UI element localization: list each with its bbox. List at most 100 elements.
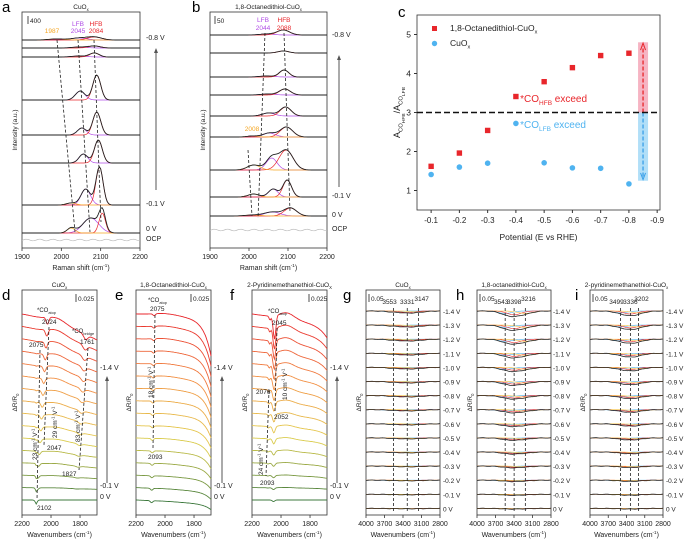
data-point-square (484, 127, 491, 134)
spectrum-trace (590, 380, 664, 386)
scale-bar-label: 0.05 (482, 296, 495, 303)
spectrum-fit (210, 88, 327, 96)
guide-dashed-line (257, 32, 266, 219)
peak-label-3147: 3147 (414, 296, 429, 303)
annotation-23-slope: 23 cm-1 V-1 (30, 428, 39, 460)
x-tick-label: -0.6 (566, 216, 580, 225)
peak-label-3336: 3336 (623, 299, 638, 306)
spectrum-fit (22, 206, 140, 234)
potential-label: -0.1 V (553, 492, 571, 499)
spectrum-trace (366, 324, 440, 328)
spectrum-trace (21, 350, 98, 373)
legend-marker-square (432, 26, 437, 31)
x-tick-label: 2000 (273, 521, 289, 528)
panel-title: 1,8-Octanedithiol-CuOx (235, 4, 303, 12)
plot-frame (209, 11, 328, 249)
panel-letter: g (343, 287, 351, 304)
hfb-arrow-head (640, 41, 647, 51)
potential-label: -0.2 V (666, 478, 684, 485)
spectrum-trace (251, 349, 328, 371)
spectrum-trace (21, 437, 98, 448)
annotation-2045: 2045 (272, 320, 287, 327)
y-tick-label: 4 (406, 69, 411, 79)
guide-dashed-line (274, 327, 278, 413)
potential-label: -1.1 V (443, 351, 461, 358)
guide-dashed-line (78, 347, 89, 471)
annotation-18-slope: 18 cm-1 V-1 (146, 366, 155, 398)
annotation-co-atop: *COatop (37, 308, 56, 315)
spectrum-trace (136, 462, 212, 480)
panel-letter: a (2, 0, 11, 16)
annotation-2024: 2024 (42, 319, 57, 326)
potential-label: -0.9 V (443, 380, 461, 387)
spectrum-trace (590, 338, 664, 344)
panel-letter: c (398, 4, 406, 21)
potential-label: -0.1 V (443, 492, 461, 499)
plot-frame (21, 289, 98, 516)
potential-label: -0.1 V (146, 201, 165, 208)
x-tick-label: 2800 (432, 521, 448, 528)
potential-label: 0 V (146, 226, 157, 233)
data-point-circle (513, 120, 519, 127)
fit-component (22, 139, 140, 164)
potential-label: 0 V (214, 494, 225, 501)
spectrum-trace (135, 387, 212, 418)
fit-component (210, 179, 327, 198)
guide-dashed-line (283, 32, 291, 213)
ocp-spectrum (209, 228, 328, 232)
spectrum-trace (21, 400, 98, 416)
x-tick-label: -0.2 (452, 216, 466, 225)
x-tick-label: 1800 (72, 521, 88, 528)
y-axis-label: Intensity (a.u.) (12, 109, 19, 150)
x-tick-label: 3100 (525, 521, 541, 528)
hfb-exceed-band (638, 42, 649, 113)
x-tick-label: 2200 (128, 521, 144, 528)
fit-component (22, 111, 140, 136)
data-point-circle (569, 165, 576, 171)
spectrum-fit (210, 29, 327, 36)
ocp-spectrum (21, 238, 141, 242)
panel-letter: b (192, 0, 200, 16)
annotation-2084: 2084 (89, 28, 104, 35)
fit-component (22, 188, 140, 206)
data-point-square (541, 78, 547, 85)
potential-label: -0.6 V (666, 422, 684, 429)
spectrum-trace (590, 493, 664, 496)
annotation-2044: 2044 (256, 25, 271, 32)
spectrum-fit (22, 165, 140, 206)
peak-label-3331: 3331 (400, 299, 415, 306)
panel-title: 1,8-Octanedithiol-CuOx (140, 282, 208, 290)
x-axis-label: Raman shift (cm-1) (52, 263, 109, 272)
spectrum-trace (251, 312, 328, 340)
potential-label: -1.1 V (553, 351, 571, 358)
spectrum-trace (252, 449, 328, 458)
data-point-circle (484, 160, 491, 166)
y-axis-label: ΔR/R0 (467, 393, 475, 412)
potential-label: -0.6 V (553, 422, 571, 429)
annotation-1987: 1987 (45, 28, 60, 35)
scale-bar-label: 400 (30, 18, 41, 25)
x-tick-label: 2000 (241, 254, 257, 261)
x-tick-label: 2800 (543, 521, 559, 528)
scale-bar-label: 0.05 (595, 296, 608, 303)
spectrum-trace (252, 499, 327, 502)
potential-label: -1.2 V (666, 337, 684, 344)
potential-arrow-head (337, 55, 341, 60)
spectrum-trace (477, 352, 552, 359)
panel-letter: i (575, 287, 578, 304)
annotation-29-slope: 29 cm-1 V-1 (50, 406, 59, 438)
potential-label: -0.1 V (214, 483, 233, 490)
potential-label: -1.3 V (553, 323, 571, 330)
plot-frame (135, 289, 212, 516)
x-tick-label: 3700 (488, 521, 504, 528)
potential-label: -0.4 V (666, 450, 684, 457)
spectrum-fit (22, 45, 140, 49)
y-tick-label: 3 (406, 108, 411, 118)
potential-label: 0 V (332, 212, 343, 219)
spectrum-trace (477, 310, 552, 318)
spectrum-trace (251, 362, 328, 382)
panel-letter: f (230, 287, 235, 304)
fit-component (22, 127, 140, 136)
spectrum-trace (590, 395, 664, 399)
